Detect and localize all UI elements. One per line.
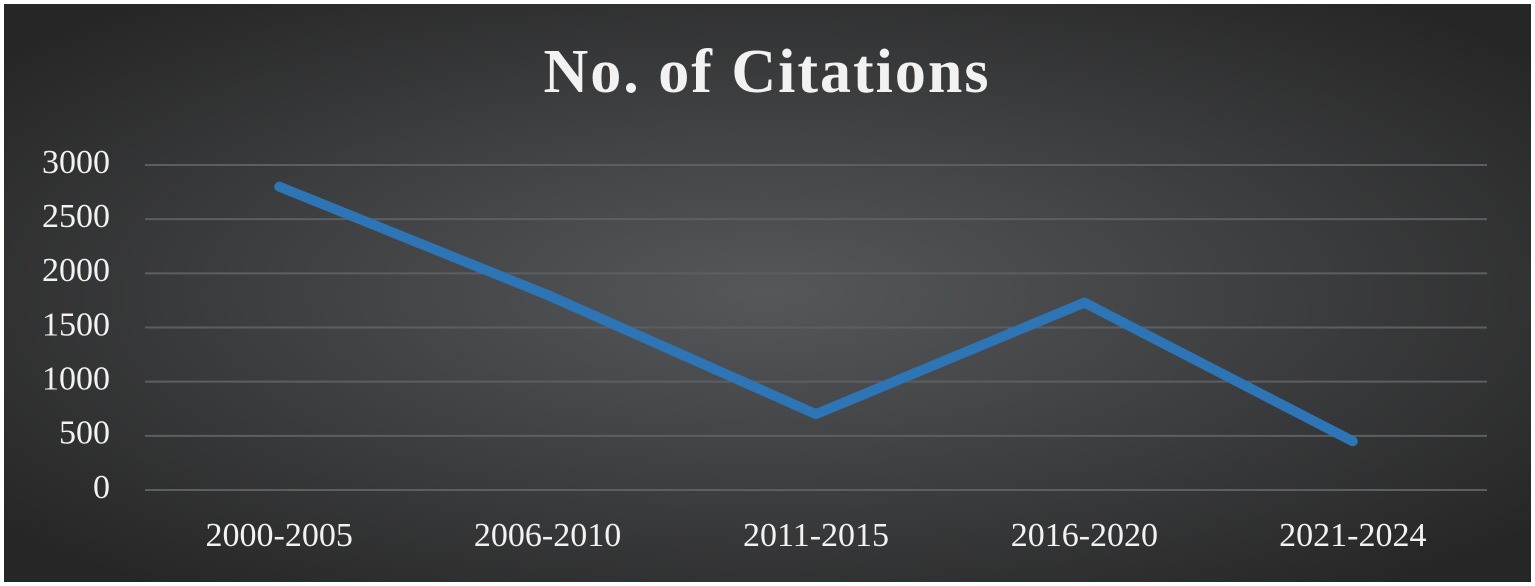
line-series bbox=[274, 181, 1358, 447]
chart-background bbox=[4, 4, 1531, 582]
y-tick-label: 2000 bbox=[42, 252, 110, 289]
x-tick-label: 2000-2005 bbox=[206, 517, 353, 554]
chart-title: No. of Citations bbox=[543, 38, 990, 106]
y-tick-label: 1500 bbox=[42, 306, 110, 343]
y-tick-label: 2500 bbox=[42, 198, 110, 235]
x-tick-label: 2011-2015 bbox=[743, 517, 889, 554]
y-tick-label: 1000 bbox=[42, 360, 110, 397]
y-tick-label: 500 bbox=[59, 415, 110, 452]
y-tick-label: 0 bbox=[93, 469, 110, 506]
x-tick-label: 2006-2010 bbox=[474, 517, 621, 554]
x-tick-label: 2021-2024 bbox=[1279, 517, 1426, 554]
y-tick-label: 3000 bbox=[42, 144, 110, 181]
x-tick-label: 2016-2020 bbox=[1011, 517, 1158, 554]
